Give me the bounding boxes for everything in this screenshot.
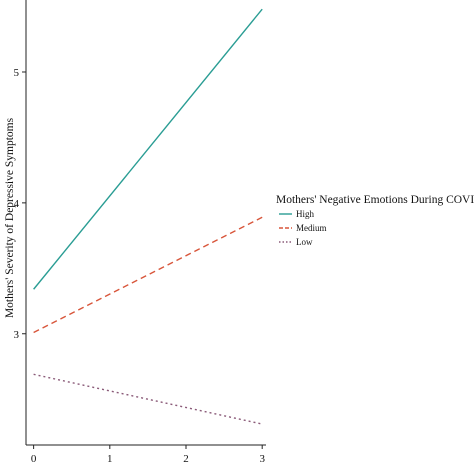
y-tick-label: 3 xyxy=(14,329,20,341)
series-lines xyxy=(33,8,263,425)
legend-items: High Medium Low xyxy=(279,209,327,247)
legend-label-medium: Medium xyxy=(296,223,327,233)
legend-label-low: Low xyxy=(296,237,313,247)
x-tick-label: 3 xyxy=(259,453,265,465)
series-line-medium xyxy=(33,216,263,334)
y-tick-label: 5 xyxy=(14,67,20,79)
legend-label-high: High xyxy=(296,209,315,219)
plot-area: 3 4 5 0 1 2 3 xyxy=(14,0,266,465)
x-tick-label: 2 xyxy=(183,453,189,465)
legend: Mothers' Negative Emotions During COVID-… xyxy=(276,194,474,247)
y-ticks: 3 4 5 xyxy=(14,67,26,341)
x-tick-label: 0 xyxy=(31,453,37,465)
y-tick-label: 4 xyxy=(14,198,20,210)
x-ticks: 0 1 2 3 xyxy=(31,445,265,465)
y-axis-title: Mothers' Severity of Depressive Symptoms xyxy=(4,117,16,318)
legend-title: Mothers' Negative Emotions During COVID-… xyxy=(276,194,474,206)
series-line-high xyxy=(33,8,263,290)
x-tick-label: 1 xyxy=(107,453,113,465)
series-line-low xyxy=(33,373,263,425)
